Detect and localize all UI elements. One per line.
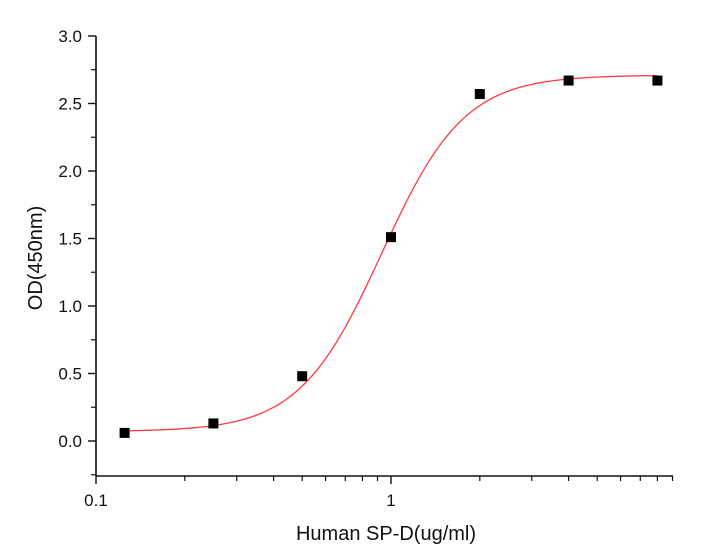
data-point-marker <box>474 89 485 100</box>
y-tick-label: 3.0 <box>58 27 82 46</box>
y-tick-label: 1.5 <box>58 230 82 249</box>
y-tick-label: 1.0 <box>58 297 82 316</box>
fit-line <box>124 74 658 432</box>
data-point-marker <box>652 75 663 86</box>
fit-curve <box>124 74 658 432</box>
data-point-marker <box>119 427 130 438</box>
y-tick-label: 0.0 <box>58 432 82 451</box>
x-tick-label: 1 <box>386 491 395 510</box>
y-axis-title: OD(450nm) <box>25 206 47 310</box>
data-point-marker <box>208 418 219 429</box>
y-tick-label: 0.5 <box>58 365 82 384</box>
data-points <box>119 75 663 438</box>
axes: 0.0 0.5 1.0 1.5 2.0 2.5 3.0 0.1 1 <box>58 27 674 510</box>
data-point-marker <box>386 232 396 243</box>
data-point-marker <box>297 371 308 382</box>
y-tick-label: 2.5 <box>58 95 82 114</box>
data-point-marker <box>563 75 574 86</box>
x-tick-label: 0.1 <box>84 491 108 510</box>
y-tick-label: 2.0 <box>58 162 82 181</box>
x-axis-title: Human SP-D(ug/ml) <box>296 523 476 545</box>
